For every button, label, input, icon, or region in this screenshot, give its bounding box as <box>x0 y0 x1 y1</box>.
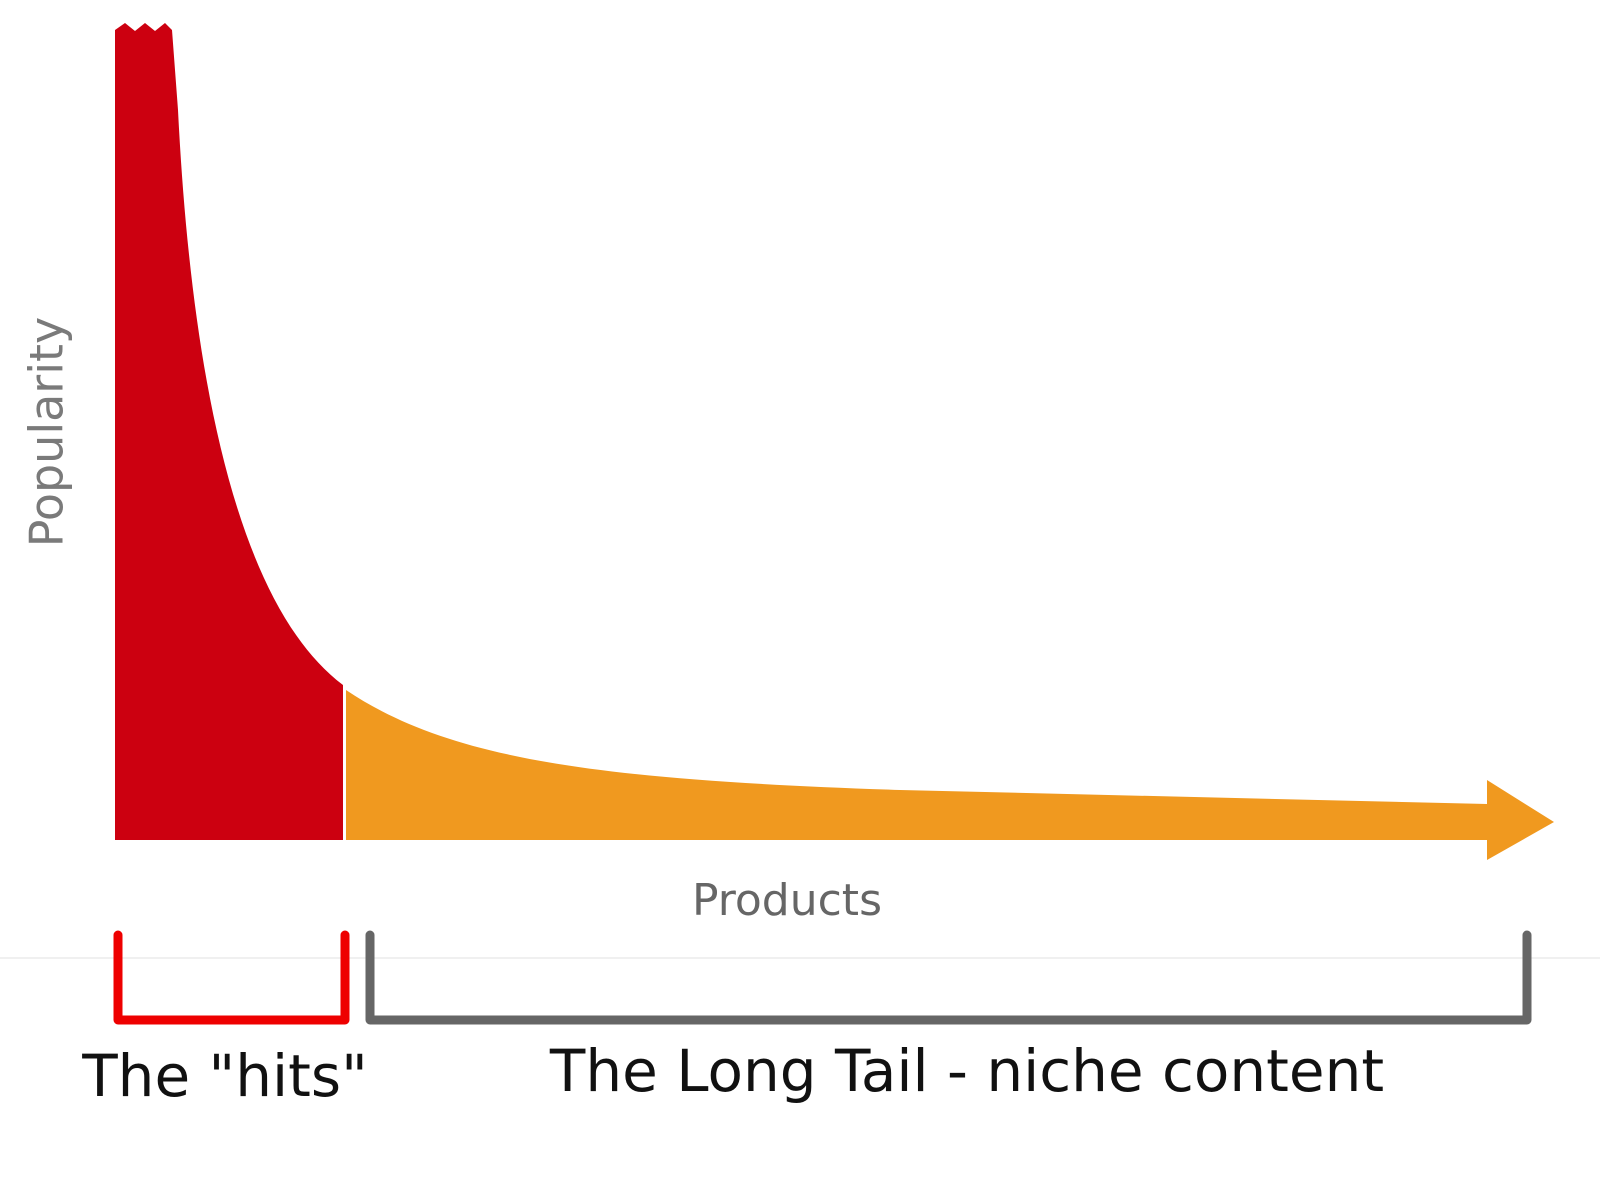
hits-bracket <box>113 930 350 1025</box>
long-tail-area <box>346 690 1554 860</box>
y-axis-label: Popularity <box>20 317 74 548</box>
long-tail-bracket <box>365 930 1532 1025</box>
hits-label: The "hits" <box>81 1042 368 1110</box>
x-axis-label: Products <box>692 875 882 926</box>
long-tail-label: The Long Tail - niche content <box>549 1037 1384 1105</box>
hits-area <box>115 23 343 840</box>
